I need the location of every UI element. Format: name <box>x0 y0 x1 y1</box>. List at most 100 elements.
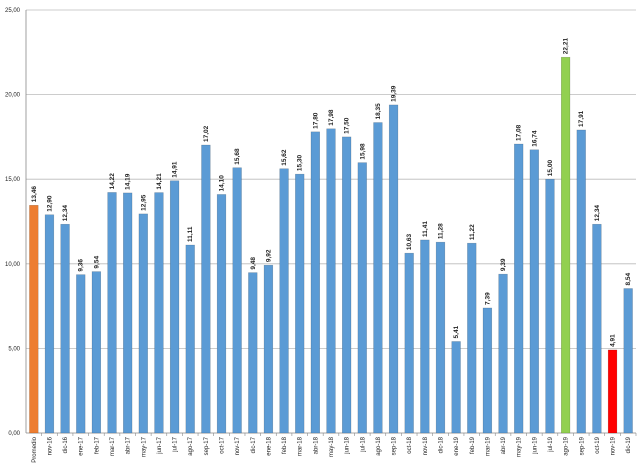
x-tick-label: feb-17 <box>94 436 100 454</box>
bar <box>420 239 430 434</box>
y-tick-label: 10,00 <box>5 262 21 268</box>
x-tick-label: sep-17 <box>204 436 210 455</box>
value-label: 12,34 <box>594 205 601 222</box>
value-label: 5,41 <box>453 325 460 338</box>
x-tick-label: Promedio <box>32 436 38 462</box>
value-label: 11,11 <box>187 226 194 242</box>
x-tick-label: jul-19 <box>548 436 554 452</box>
value-label: 12,34 <box>62 205 69 222</box>
value-label: 11,22 <box>469 224 476 240</box>
value-label: 15,30 <box>297 154 304 171</box>
bar <box>154 192 164 434</box>
y-tick-label: 25,00 <box>5 8 21 14</box>
x-tick-label: ene-17 <box>79 436 85 455</box>
x-tick-label: abr-18 <box>313 436 319 454</box>
bar <box>498 273 508 434</box>
x-tick-label: nov-17 <box>235 436 241 455</box>
x-tick-label: may-17 <box>141 436 147 457</box>
value-label: 15,98 <box>359 143 366 160</box>
x-tick-label: abr-17 <box>126 436 132 454</box>
value-label: 9,36 <box>78 259 85 272</box>
bar <box>185 244 195 434</box>
value-label: 15,62 <box>281 149 288 166</box>
value-label: 9,39 <box>500 258 507 271</box>
value-label: 16,74 <box>531 130 538 147</box>
bar <box>357 162 367 434</box>
bar <box>248 272 258 434</box>
bar <box>169 180 180 434</box>
x-tick-label: jul-18 <box>360 436 366 452</box>
bar <box>123 192 133 434</box>
x-tick-label: may-18 <box>329 436 335 457</box>
x-tick-label: sep-18 <box>392 436 398 455</box>
value-label: 14,22 <box>109 173 116 190</box>
bar <box>514 143 524 434</box>
value-label: 8,54 <box>625 272 632 285</box>
bar <box>482 307 493 434</box>
bar <box>326 128 336 434</box>
value-label: 10,63 <box>406 233 413 250</box>
value-label: 11,41 <box>422 221 429 237</box>
x-tick-label: sep-19 <box>579 436 585 455</box>
bar <box>388 104 399 434</box>
value-label: 7,39 <box>484 292 491 305</box>
x-tick-label: dic-17 <box>251 436 257 453</box>
bar <box>404 252 414 434</box>
bar <box>138 213 148 434</box>
bar <box>576 129 586 434</box>
x-tick-label: nov-18 <box>423 436 429 455</box>
value-label: 17,98 <box>328 109 335 126</box>
bar <box>263 264 274 434</box>
value-label: 22,21 <box>563 38 570 55</box>
value-label: 15,68 <box>234 148 241 165</box>
x-tick-label: jul-17 <box>173 436 179 452</box>
value-label: 17,50 <box>344 117 351 134</box>
bar <box>373 122 383 434</box>
x-tick-label: nov-19 <box>611 436 617 455</box>
bar <box>435 241 446 434</box>
bar <box>623 288 633 434</box>
bar <box>451 341 461 434</box>
x-tick-label: nov-16 <box>47 436 53 455</box>
value-label: 9,48 <box>250 257 257 270</box>
x-tick-label: feb-19 <box>470 436 476 454</box>
bar <box>60 223 70 434</box>
x-tick-label: mar-19 <box>485 436 491 456</box>
value-label: 11,28 <box>437 223 444 239</box>
bar <box>279 168 289 434</box>
value-label: 15,00 <box>547 160 554 177</box>
x-tick-label: dic-16 <box>63 436 69 453</box>
bar <box>529 149 539 434</box>
x-tick-label: feb-18 <box>282 436 288 454</box>
y-tick-label: 15,00 <box>5 177 21 183</box>
value-label: 17,91 <box>578 110 585 127</box>
value-label: 4,91 <box>610 334 617 347</box>
bar <box>467 242 477 434</box>
y-tick-label: 5,00 <box>8 346 20 352</box>
value-label: 9,54 <box>93 256 100 269</box>
x-tick-label: dic-18 <box>438 436 444 453</box>
bar <box>545 178 555 434</box>
value-label: 9,92 <box>265 249 272 262</box>
value-label: 12,95 <box>140 194 147 211</box>
y-tick-label: 20,00 <box>5 93 21 99</box>
x-tick-label: oct-18 <box>407 436 413 453</box>
bar <box>29 205 39 434</box>
value-label: 14,19 <box>125 173 132 190</box>
bar <box>216 194 227 434</box>
x-tick-label: mar-17 <box>110 436 116 456</box>
bar <box>342 136 352 434</box>
x-tick-label: oct-19 <box>595 436 601 453</box>
x-tick-label: dic-19 <box>626 436 632 453</box>
x-tick-label: oct-17 <box>220 436 226 453</box>
value-label: 14,21 <box>156 173 163 190</box>
x-tick-label: ene-19 <box>454 436 460 455</box>
bar <box>76 274 86 434</box>
bar <box>592 223 602 434</box>
x-tick-label: jun-18 <box>345 436 351 454</box>
x-tick-label: abr-19 <box>501 436 507 454</box>
bar <box>560 56 571 434</box>
value-label: 14,10 <box>219 175 226 192</box>
bar <box>295 173 305 434</box>
